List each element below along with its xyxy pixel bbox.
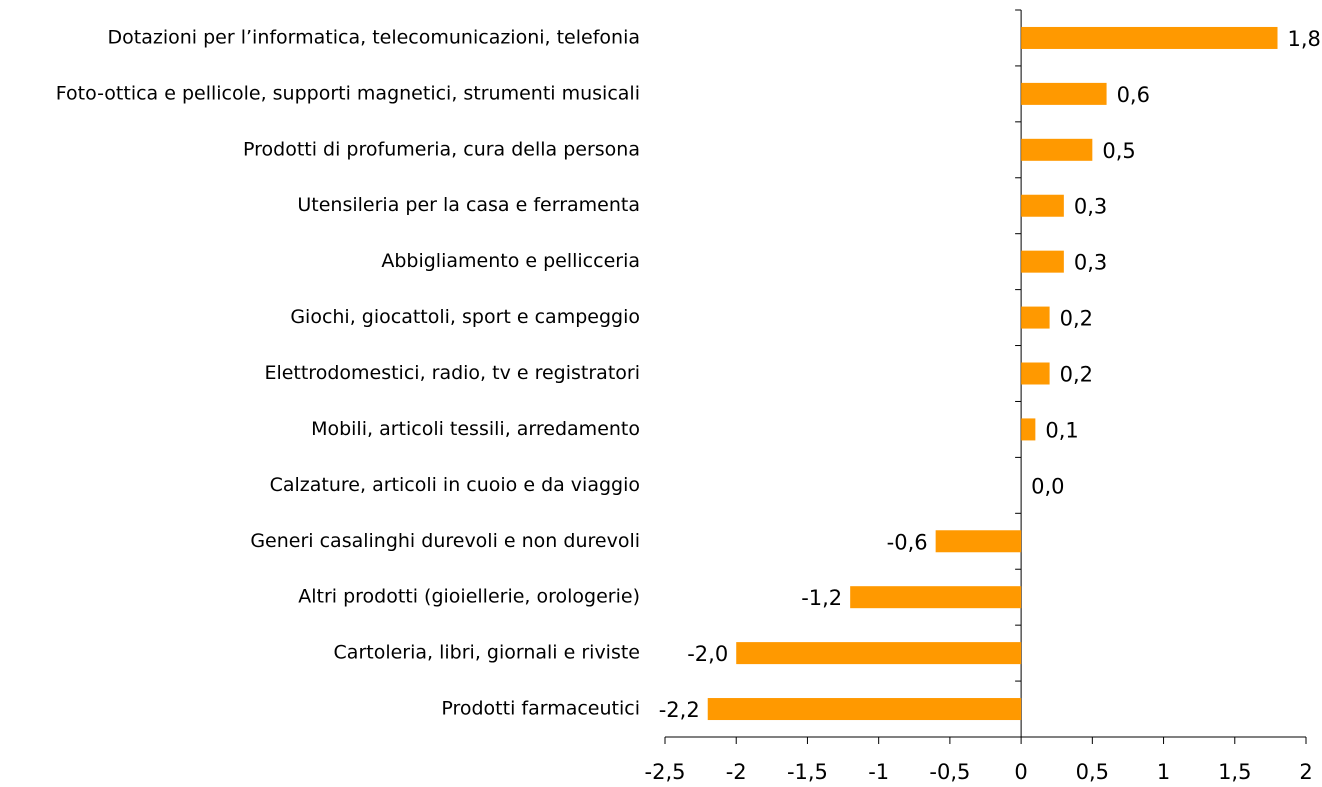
bar — [1021, 250, 1064, 273]
data-label: 0,5 — [1102, 139, 1135, 163]
x-tick-label: 0,5 — [1076, 760, 1109, 784]
y-tick-label: Prodotti farmaceutici — [441, 698, 640, 720]
bar — [1021, 194, 1064, 217]
y-tick-label: Utensileria per la casa e ferramenta — [297, 194, 640, 216]
y-tick-label: Mobili, articoli tessili, arredamento — [311, 418, 640, 440]
x-tick-label: -2 — [726, 760, 747, 784]
data-label: 0,2 — [1060, 307, 1093, 331]
bar — [1021, 418, 1036, 441]
bar — [935, 530, 1022, 553]
data-label: 0,2 — [1060, 363, 1093, 387]
bar — [1021, 362, 1050, 385]
bar — [1021, 138, 1093, 161]
x-tick-label: 0 — [1014, 760, 1027, 784]
y-tick-label: Giochi, giocattoli, sport e campeggio — [290, 306, 640, 328]
bar — [1021, 82, 1107, 105]
data-label: 0,3 — [1074, 195, 1107, 219]
data-label: 1,8 — [1288, 27, 1321, 51]
x-tick-label: -1 — [868, 760, 889, 784]
x-tick-label: -2,5 — [645, 760, 686, 784]
x-tick-label: 2 — [1299, 760, 1312, 784]
data-label: 0,1 — [1045, 418, 1078, 442]
x-tick-label: -1,5 — [787, 760, 828, 784]
bar — [1021, 26, 1278, 49]
y-tick-label: Abbigliamento e pellicceria — [381, 250, 640, 272]
data-label: 0,6 — [1117, 83, 1150, 107]
data-label: -2,2 — [659, 698, 700, 722]
y-tick-label: Cartoleria, libri, giornali e riviste — [334, 642, 640, 664]
y-tick-label: Foto-ottica e pellicole, supporti magnet… — [56, 82, 640, 104]
y-tick-label: Dotazioni per l’informatica, telecomunic… — [108, 26, 640, 48]
y-tick-label: Altri prodotti (gioiellerie, orologerie) — [298, 586, 640, 608]
bar — [850, 586, 1022, 609]
bar — [1021, 306, 1050, 329]
y-tick-label: Calzature, articoli in cuoio e da viaggi… — [270, 474, 640, 496]
data-label: -2,0 — [687, 642, 728, 666]
bar — [736, 642, 1022, 665]
bar — [707, 698, 1022, 721]
data-label: -1,2 — [801, 586, 842, 610]
x-tick-label: 1 — [1157, 760, 1170, 784]
y-tick-label: Generi casalinghi durevoli e non durevol… — [250, 530, 640, 552]
data-label: 0,0 — [1031, 474, 1064, 498]
data-label: -0,6 — [887, 530, 928, 554]
data-label: 0,3 — [1074, 251, 1107, 275]
x-tick-label: -0,5 — [929, 760, 970, 784]
x-tick-label: 1,5 — [1218, 760, 1251, 784]
y-tick-label: Prodotti di profumeria, cura della perso… — [243, 138, 640, 160]
y-tick-label: Elettrodomestici, radio, tv e registrato… — [264, 362, 640, 384]
